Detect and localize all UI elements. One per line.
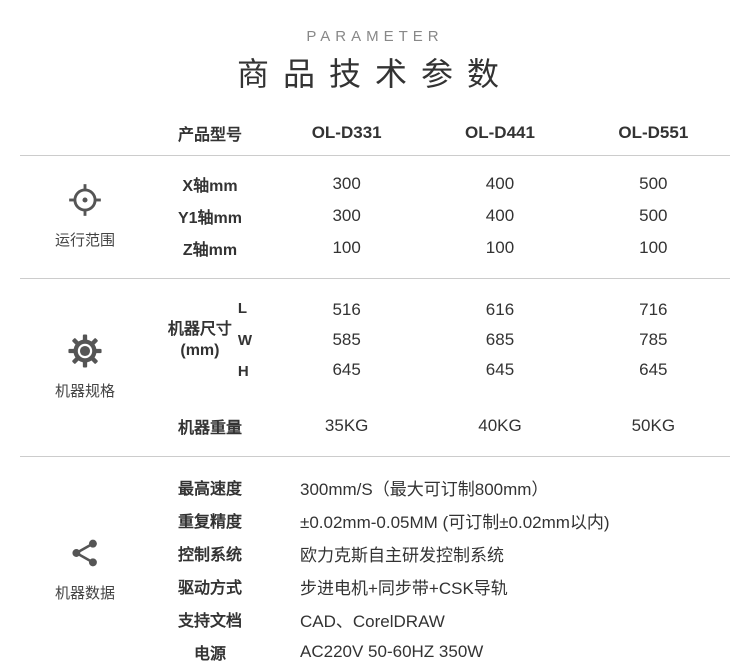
- cell: 500: [577, 206, 730, 226]
- cell: 645: [423, 360, 576, 380]
- cell: 585: [270, 330, 423, 350]
- cell: 40KG: [423, 416, 576, 436]
- row-value: ±0.02mm-0.05MM (可订制±0.02mm以内): [270, 508, 730, 533]
- separator: [20, 278, 730, 279]
- model-col-0: OL-D331: [270, 123, 423, 143]
- gear-icon: [67, 333, 103, 374]
- section-data: 机器数据 最高速度 300mm/S（最大可订制800mm） 重复精度 ±0.02…: [20, 471, 730, 668]
- cell: 300: [270, 174, 423, 194]
- cell: 400: [423, 206, 576, 226]
- share-icon: [67, 535, 103, 576]
- model-label: 产品型号: [150, 121, 270, 145]
- table-row: 516 616 716: [270, 295, 730, 325]
- section-spec: 机器规格 机器尺寸 (mm) L W H 516 616 716: [20, 293, 730, 442]
- model-col-2: OL-D551: [577, 123, 730, 143]
- dim-sub-h: H: [238, 356, 252, 388]
- cell: 400: [423, 174, 576, 194]
- section-range: 运行范围 X轴mm 300 400 500 Y1轴mm 300 400 500 …: [20, 168, 730, 264]
- row-label: X轴mm: [150, 172, 270, 196]
- cell: 100: [423, 238, 576, 258]
- row-label: 电源: [150, 640, 270, 664]
- section-data-label: 机器数据: [55, 582, 115, 603]
- table-row: Z轴mm 100 100 100: [150, 232, 730, 264]
- row-label: 驱动方式: [150, 574, 270, 598]
- spec-table: 产品型号 OL-D331 OL-D441 OL-D551 运行范围 X轴mm 3…: [0, 121, 750, 668]
- crosshair-icon: [67, 182, 103, 223]
- cell: 716: [577, 300, 730, 320]
- row-label: 机器重量: [150, 414, 270, 438]
- model-col-1: OL-D441: [423, 123, 576, 143]
- dimension-label: 机器尺寸 (mm): [168, 319, 232, 362]
- row-label: 控制系统: [150, 541, 270, 565]
- row-value: 步进电机+同步带+CSK导轨: [270, 574, 730, 599]
- row-value: 300mm/S（最大可订制800mm）: [270, 475, 730, 500]
- cell: 300: [270, 206, 423, 226]
- row-value: CAD、CorelDRAW: [270, 607, 730, 632]
- dim-sub-w: W: [238, 325, 252, 357]
- row-label: 最高速度: [150, 475, 270, 499]
- cell: 100: [270, 238, 423, 258]
- cell: 35KG: [270, 416, 423, 436]
- separator: [20, 155, 730, 156]
- list-item: 电源 AC220V 50-60HZ 350W: [150, 636, 730, 668]
- model-header-row: 产品型号 OL-D331 OL-D441 OL-D551: [20, 121, 730, 151]
- list-item: 控制系统 欧力克斯自主研发控制系统: [150, 537, 730, 570]
- cell: 50KG: [577, 416, 730, 436]
- table-row: 585 685 785: [270, 325, 730, 355]
- cell: 100: [577, 238, 730, 258]
- cell: 685: [423, 330, 576, 350]
- cell: 645: [577, 360, 730, 380]
- weight-row: 机器重量 35KG 40KG 50KG: [150, 410, 730, 442]
- cell: 500: [577, 174, 730, 194]
- list-item: 支持文档 CAD、CorelDRAW: [150, 603, 730, 636]
- dim-sub-l: L: [238, 293, 252, 325]
- cell: 785: [577, 330, 730, 350]
- row-label: 支持文档: [150, 607, 270, 631]
- cell: 645: [270, 360, 423, 380]
- list-item: 重复精度 ±0.02mm-0.05MM (可订制±0.02mm以内): [150, 504, 730, 537]
- list-item: 驱动方式 步进电机+同步带+CSK导轨: [150, 570, 730, 603]
- title: 商品技术参数: [0, 49, 750, 95]
- cell: 616: [423, 300, 576, 320]
- separator: [20, 456, 730, 457]
- section-spec-label: 机器规格: [55, 380, 115, 401]
- row-label: 重复精度: [150, 508, 270, 532]
- row-value: 欧力克斯自主研发控制系统: [270, 541, 730, 566]
- header: PARAMETER 商品技术参数: [0, 0, 750, 103]
- table-row: X轴mm 300 400 500: [150, 168, 730, 200]
- table-row: Y1轴mm 300 400 500: [150, 200, 730, 232]
- dimension-block: 机器尺寸 (mm) L W H 516 616 716 585: [150, 293, 730, 388]
- cell: 516: [270, 300, 423, 320]
- list-item: 最高速度 300mm/S（最大可订制800mm）: [150, 471, 730, 504]
- section-range-label: 运行范围: [55, 229, 115, 250]
- subtitle: PARAMETER: [0, 28, 750, 45]
- row-label: Y1轴mm: [150, 204, 270, 228]
- row-value: AC220V 50-60HZ 350W: [270, 642, 730, 662]
- table-row: 645 645 645: [270, 355, 730, 385]
- row-label: Z轴mm: [150, 236, 270, 260]
